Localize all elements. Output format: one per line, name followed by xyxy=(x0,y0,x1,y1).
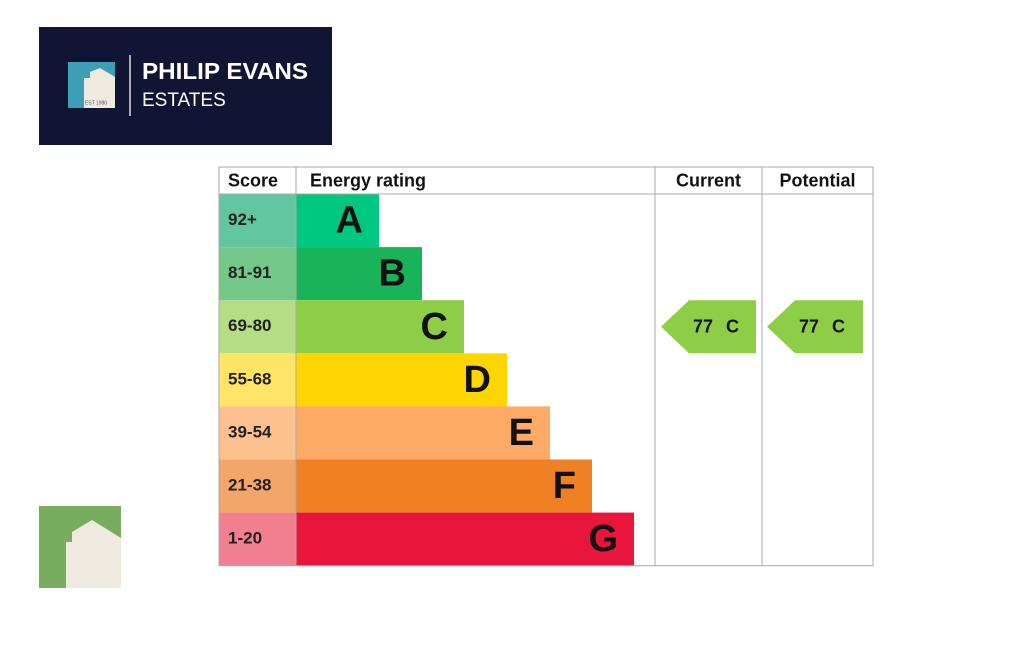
column-header: Energy rating xyxy=(310,170,426,190)
score-cell xyxy=(219,194,296,248)
band-letter: A xyxy=(336,200,363,242)
rating-bar xyxy=(296,194,379,248)
band-letter: B xyxy=(379,253,406,295)
band-letter: F xyxy=(553,465,576,507)
band-letter: E xyxy=(509,412,534,454)
logo-name: PHILIP EVANS xyxy=(142,58,308,84)
score-label: 1-20 xyxy=(228,529,262,548)
current-band: C xyxy=(726,317,739,337)
rating-bar xyxy=(296,406,550,460)
potential-arrow xyxy=(767,300,863,354)
current-arrow xyxy=(661,300,756,354)
rating-bar xyxy=(296,300,464,354)
score-label: 39-54 xyxy=(228,422,272,441)
band-letter: G xyxy=(588,518,618,560)
score-cell xyxy=(219,406,296,460)
footer-house xyxy=(66,520,121,588)
score-cell xyxy=(219,247,296,301)
logo-subtitle: ESTATES xyxy=(142,90,226,111)
potential-value: 77 xyxy=(799,317,819,337)
score-label: 21-38 xyxy=(228,476,271,495)
score-label: 69-80 xyxy=(228,316,271,335)
score-label: 92+ xyxy=(228,210,257,229)
rating-bar xyxy=(296,459,592,513)
column-header: Potential xyxy=(779,170,855,190)
logo-house xyxy=(84,68,115,108)
rating-bar xyxy=(296,247,422,301)
band-letter: D xyxy=(464,359,491,401)
score-label: 55-68 xyxy=(228,369,271,388)
logo-established: EST 1980 xyxy=(85,100,107,106)
score-label: 81-91 xyxy=(228,263,271,282)
score-cell xyxy=(219,459,296,513)
potential-band: C xyxy=(832,317,845,337)
rating-bar xyxy=(296,353,507,407)
current-value: 77 xyxy=(693,317,713,337)
rating-bar xyxy=(296,512,634,566)
score-cell xyxy=(219,353,296,407)
score-cell xyxy=(219,300,296,354)
column-header: Score xyxy=(228,170,278,190)
band-letter: C xyxy=(421,306,448,348)
column-header: Current xyxy=(676,170,741,190)
score-cell xyxy=(219,512,296,566)
table-border xyxy=(218,166,874,567)
